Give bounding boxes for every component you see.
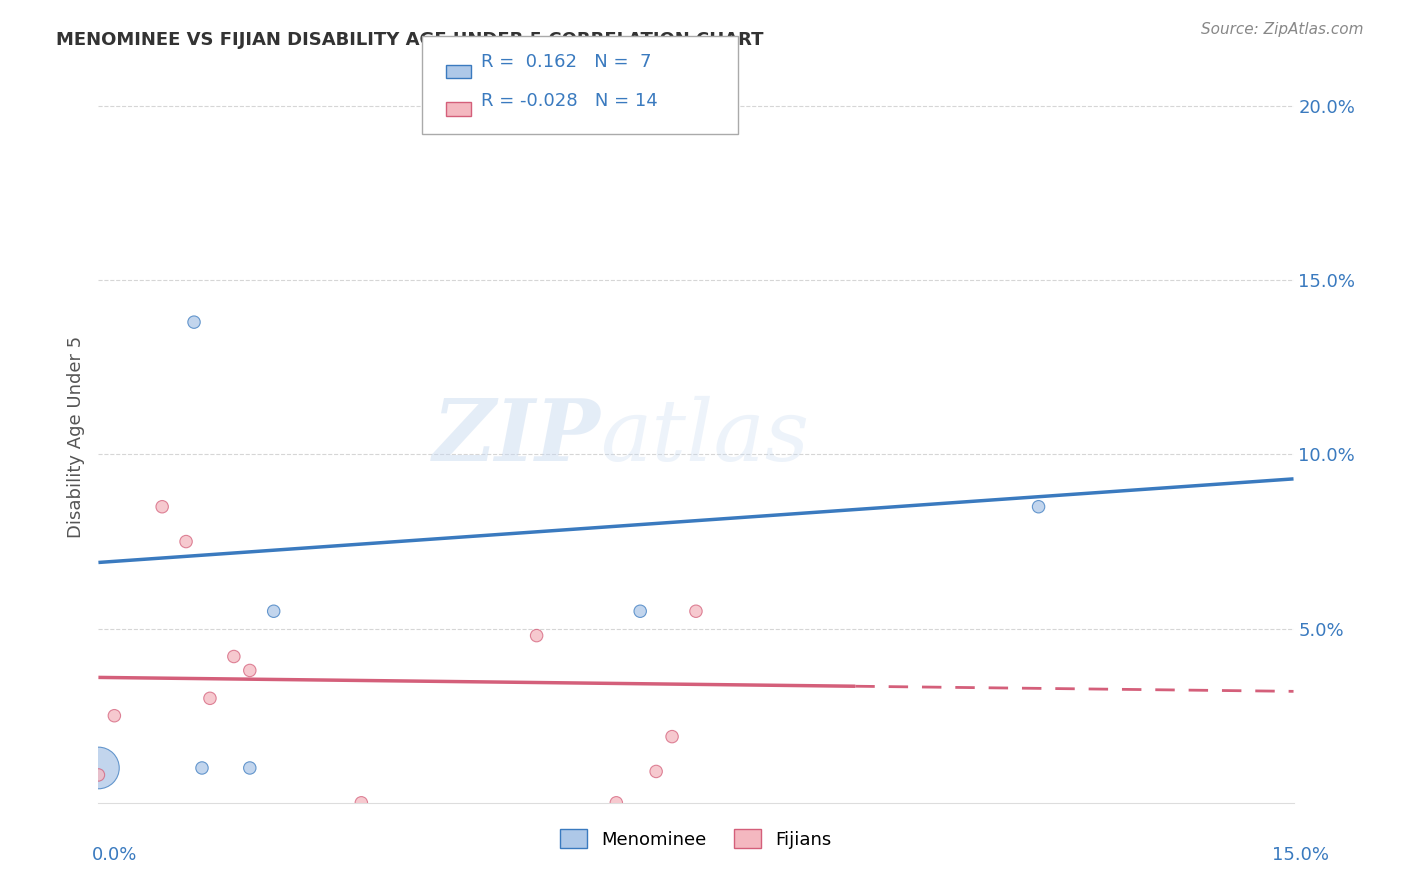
Text: ZIP: ZIP bbox=[433, 395, 600, 479]
Point bbox=[1028, 500, 1050, 514]
Text: atlas: atlas bbox=[600, 396, 810, 478]
Point bbox=[198, 691, 221, 706]
Point bbox=[174, 534, 197, 549]
Point bbox=[605, 796, 627, 810]
Point bbox=[87, 768, 110, 782]
Point bbox=[526, 629, 548, 643]
Point bbox=[350, 796, 373, 810]
Point bbox=[239, 664, 262, 678]
Y-axis label: Disability Age Under 5: Disability Age Under 5 bbox=[66, 336, 84, 538]
Text: 15.0%: 15.0% bbox=[1271, 846, 1329, 863]
Point bbox=[685, 604, 707, 618]
Point bbox=[645, 764, 668, 779]
Point bbox=[661, 730, 683, 744]
Text: 0.0%: 0.0% bbox=[91, 846, 136, 863]
Point bbox=[191, 761, 214, 775]
Point bbox=[87, 761, 110, 775]
Text: MENOMINEE VS FIJIAN DISABILITY AGE UNDER 5 CORRELATION CHART: MENOMINEE VS FIJIAN DISABILITY AGE UNDER… bbox=[56, 31, 763, 49]
Text: Source: ZipAtlas.com: Source: ZipAtlas.com bbox=[1201, 22, 1364, 37]
Text: R = -0.028   N = 14: R = -0.028 N = 14 bbox=[481, 92, 658, 110]
Point bbox=[239, 761, 262, 775]
Point bbox=[222, 649, 245, 664]
Legend: Menominee, Fijians: Menominee, Fijians bbox=[553, 822, 839, 856]
Point bbox=[183, 315, 205, 329]
Point bbox=[150, 500, 173, 514]
Text: R =  0.162   N =  7: R = 0.162 N = 7 bbox=[481, 54, 651, 71]
Point bbox=[263, 604, 285, 618]
Point bbox=[103, 708, 125, 723]
Point bbox=[628, 604, 651, 618]
